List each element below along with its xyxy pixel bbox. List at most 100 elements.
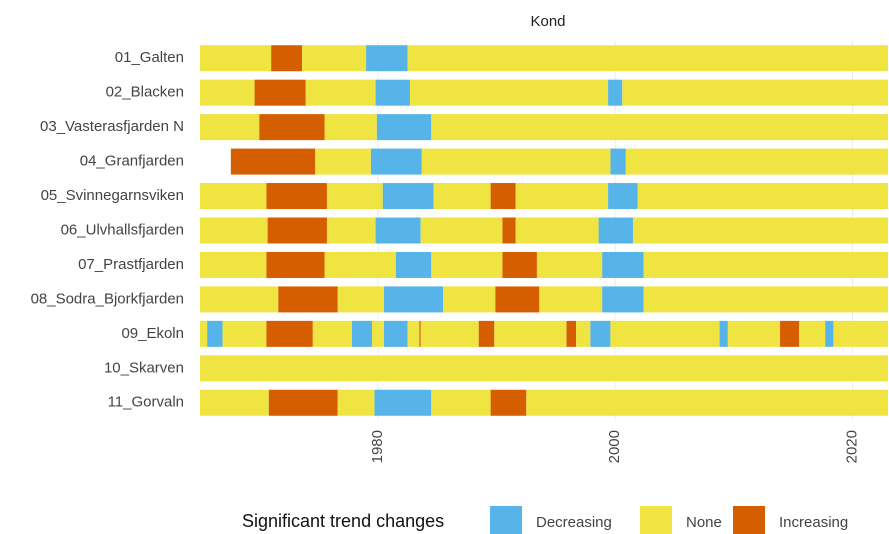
segment bbox=[833, 320, 888, 347]
segment bbox=[407, 45, 888, 72]
segment bbox=[312, 320, 352, 347]
segment bbox=[302, 45, 367, 72]
segment bbox=[576, 320, 591, 347]
segment bbox=[643, 286, 888, 313]
segment bbox=[375, 79, 410, 106]
segment bbox=[407, 320, 420, 347]
segment bbox=[200, 286, 279, 313]
segment bbox=[799, 320, 826, 347]
segment bbox=[268, 389, 338, 416]
segment bbox=[608, 79, 623, 106]
segment bbox=[383, 286, 444, 313]
segment bbox=[207, 320, 223, 347]
segment bbox=[431, 114, 888, 141]
y-tick-label: 11_Gorvaln bbox=[108, 394, 184, 411]
segment bbox=[602, 251, 644, 278]
y-tick-label: 07_Prastfjarden bbox=[78, 256, 184, 273]
segment bbox=[200, 355, 888, 382]
segment bbox=[376, 114, 432, 141]
segment bbox=[200, 320, 208, 347]
segment bbox=[502, 251, 537, 278]
x-tick-label: 2020 bbox=[843, 430, 860, 463]
segment bbox=[337, 286, 384, 313]
segment bbox=[324, 251, 396, 278]
y-tick-label: 10_Skarven bbox=[104, 359, 184, 376]
segment bbox=[200, 114, 260, 141]
segment bbox=[200, 45, 272, 72]
segment bbox=[431, 251, 503, 278]
segment bbox=[632, 217, 888, 244]
segment bbox=[643, 251, 888, 278]
segment bbox=[494, 320, 567, 347]
segment bbox=[324, 114, 377, 141]
segment bbox=[222, 320, 267, 347]
segment bbox=[372, 320, 384, 347]
segment bbox=[395, 251, 432, 278]
y-tick-label: 02_Blacken bbox=[106, 84, 184, 101]
segment bbox=[337, 389, 375, 416]
x-tick-label: 1980 bbox=[369, 430, 386, 463]
x-tick-label: 2000 bbox=[606, 430, 623, 463]
segment bbox=[278, 286, 338, 313]
segment bbox=[271, 45, 303, 72]
segment bbox=[515, 217, 599, 244]
segment bbox=[443, 286, 496, 313]
segment bbox=[719, 320, 728, 347]
segment bbox=[370, 148, 422, 175]
segment bbox=[608, 183, 638, 210]
segment bbox=[254, 79, 306, 106]
legend-title: Significant trend changes bbox=[242, 511, 444, 531]
segment bbox=[637, 183, 888, 210]
segment bbox=[200, 251, 267, 278]
segment bbox=[419, 320, 421, 347]
segment bbox=[305, 79, 376, 106]
segment bbox=[266, 320, 313, 347]
segment bbox=[382, 183, 434, 210]
y-tick-label: 08_Sodra_Bjorkfjarden bbox=[31, 290, 184, 307]
segment bbox=[420, 320, 479, 347]
segment bbox=[536, 251, 603, 278]
segment bbox=[383, 320, 408, 347]
segment bbox=[375, 217, 421, 244]
segment bbox=[495, 286, 540, 313]
legend-label: Decreasing bbox=[536, 514, 612, 531]
y-tick-label: 01_Galten bbox=[115, 49, 184, 66]
segment bbox=[539, 286, 603, 313]
chart-title: Kond bbox=[530, 13, 565, 30]
y-tick-label: 06_Ulvhallsfjarden bbox=[61, 221, 184, 238]
segment bbox=[515, 183, 609, 210]
segment bbox=[490, 389, 527, 416]
segment bbox=[566, 320, 577, 347]
segment bbox=[622, 79, 888, 106]
segment bbox=[259, 114, 325, 141]
segment bbox=[625, 148, 888, 175]
segment bbox=[326, 217, 376, 244]
segment bbox=[478, 320, 495, 347]
segment bbox=[825, 320, 834, 347]
segment bbox=[610, 320, 720, 347]
segment bbox=[490, 183, 516, 210]
legend-swatch bbox=[490, 506, 522, 534]
segment bbox=[200, 217, 268, 244]
segment bbox=[409, 79, 609, 106]
segment bbox=[602, 286, 644, 313]
segment bbox=[200, 389, 269, 416]
segment bbox=[421, 148, 611, 175]
segment bbox=[351, 320, 372, 347]
y-tick-label: 05_Svinnegarnsviken bbox=[41, 187, 184, 204]
segment bbox=[366, 45, 408, 72]
segment bbox=[590, 320, 611, 347]
segment bbox=[266, 251, 325, 278]
legend-label: None bbox=[686, 514, 722, 531]
segment bbox=[502, 217, 516, 244]
segment bbox=[374, 389, 432, 416]
segment bbox=[200, 183, 267, 210]
segment bbox=[326, 183, 383, 210]
y-tick-label: 03_Vasterasfjarden N bbox=[40, 118, 184, 135]
segment bbox=[727, 320, 781, 347]
segment bbox=[431, 389, 491, 416]
y-tick-label: 04_Granfjarden bbox=[80, 153, 184, 170]
segment bbox=[230, 148, 316, 175]
legend-swatch bbox=[733, 506, 765, 534]
segment bbox=[598, 217, 633, 244]
